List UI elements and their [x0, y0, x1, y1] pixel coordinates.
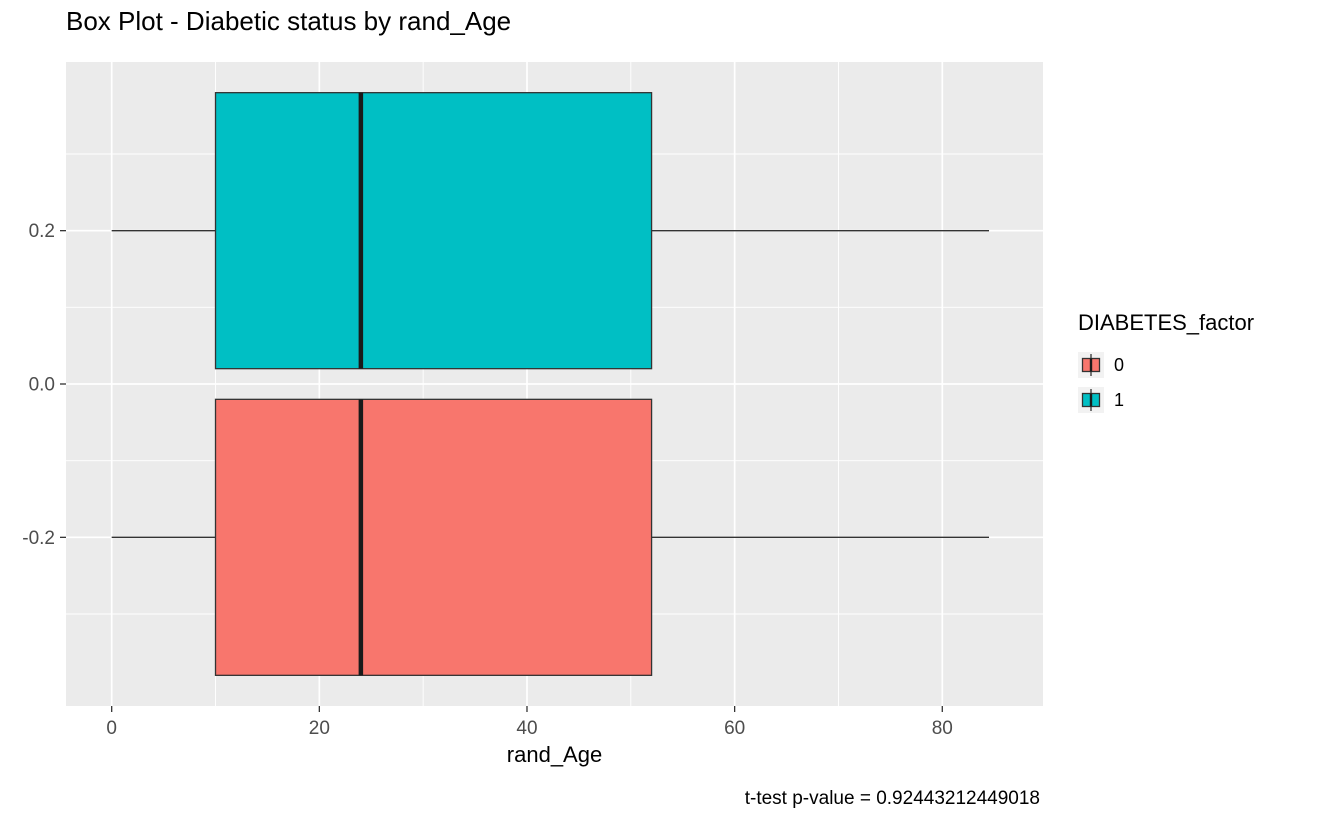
y-tick-label: -0.2: [22, 528, 55, 549]
x-axis-label: rand_Age: [506, 742, 603, 767]
legend-title: DIABETES_factor: [1078, 310, 1255, 335]
legend-entry-label: 1: [1114, 389, 1125, 410]
legend-entry: 1: [1078, 387, 1254, 413]
x-tick-label: 0: [106, 718, 117, 739]
box-1: [214, 92, 653, 370]
box-0: [214, 398, 653, 676]
legend-key-boxplot-icon: [1078, 387, 1104, 413]
x-tick-label: 80: [932, 718, 953, 739]
legend-key-boxplot-icon: [1078, 352, 1104, 378]
chart-title: Box Plot - Diabetic status by rand_Age: [66, 6, 512, 36]
caption: t-test p-value = 0.92443212449018: [744, 788, 1040, 809]
x-tick-label: 20: [309, 718, 330, 739]
y-tick-label: 0.2: [29, 221, 55, 242]
x-tick-label: 60: [724, 718, 745, 739]
legend-entry-label: 0: [1114, 354, 1125, 375]
legend-entry: 0: [1078, 352, 1254, 378]
x-tick-label: 40: [516, 718, 537, 739]
y-tick-label: 0.0: [29, 375, 55, 396]
